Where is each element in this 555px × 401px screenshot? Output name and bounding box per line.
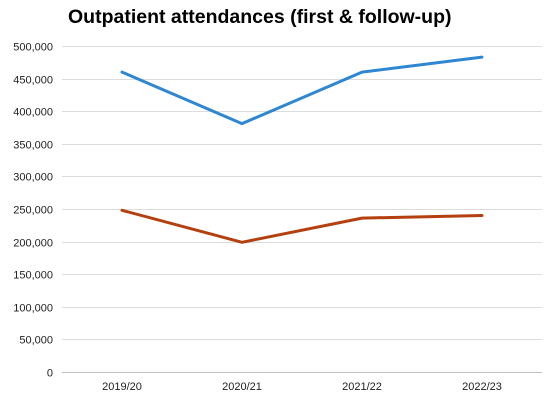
x-tick-label: 2022/23 bbox=[462, 381, 502, 393]
y-tick-label: 100,000 bbox=[13, 303, 53, 315]
y-tick-label: 250,000 bbox=[13, 205, 53, 217]
y-tick-label: 450,000 bbox=[13, 75, 53, 87]
y-tick-label: 350,000 bbox=[13, 140, 53, 152]
x-tick-label: 2020/21 bbox=[222, 381, 262, 393]
y-tick-label: 400,000 bbox=[13, 107, 53, 119]
y-tick-label: 0 bbox=[47, 368, 53, 380]
y-tick-label: 500,000 bbox=[13, 42, 53, 54]
y-tick-label: 200,000 bbox=[13, 238, 53, 250]
y-tick-label: 50,000 bbox=[19, 335, 53, 347]
series-lines bbox=[120, 55, 484, 244]
x-tick-label: 2019/20 bbox=[102, 381, 142, 393]
y-tick-label: 300,000 bbox=[13, 172, 53, 184]
series-line-2 bbox=[120, 208, 484, 244]
gridlines bbox=[62, 46, 542, 373]
x-axis-tick-labels: 2019/20 2020/21 2021/22 2022/23 bbox=[102, 381, 502, 393]
y-tick-label: 150,000 bbox=[13, 270, 53, 282]
x-tick-label: 2021/22 bbox=[342, 381, 382, 393]
y-axis-tick-labels: 0 50,000 100,000 150,000 200,000 250,000 300,0… bbox=[13, 42, 53, 380]
chart-title: Outpatient attendances (first & follow-u… bbox=[68, 6, 452, 28]
series-line-1 bbox=[120, 55, 484, 126]
